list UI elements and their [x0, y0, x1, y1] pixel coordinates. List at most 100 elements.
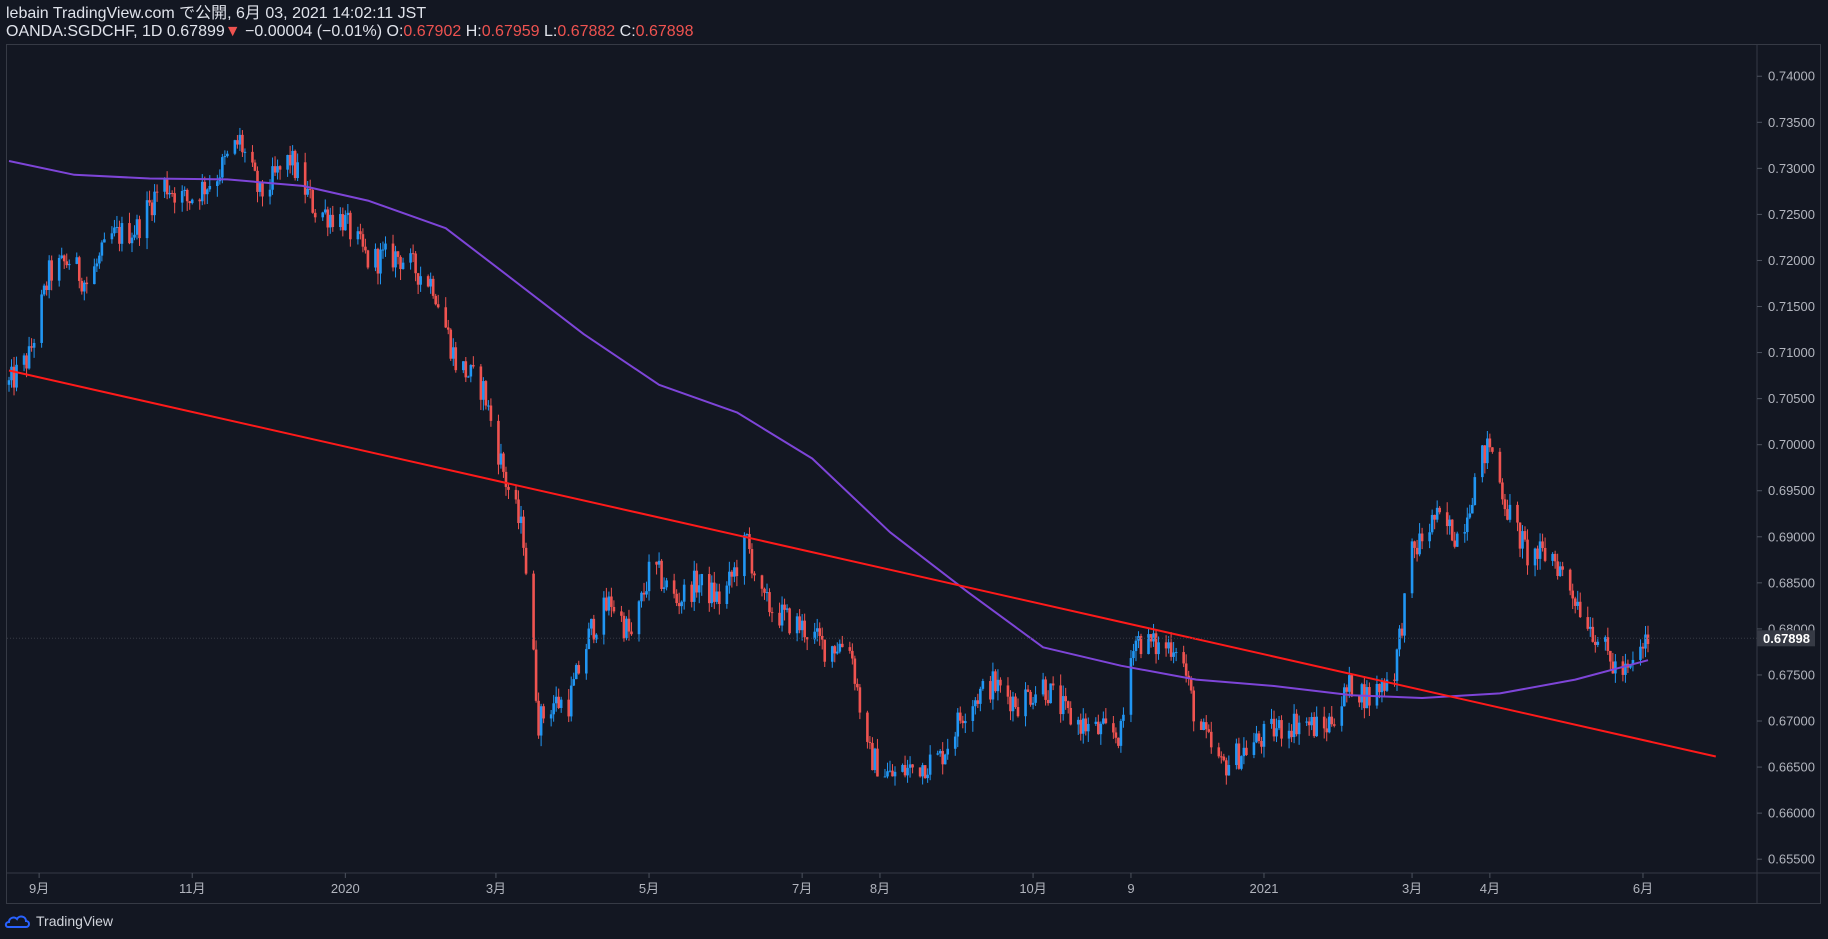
candle-body	[1164, 642, 1168, 649]
candle-body	[1430, 514, 1434, 533]
candle-body	[381, 249, 385, 251]
candle-body	[595, 634, 598, 640]
candle-body	[374, 248, 377, 268]
candle-body	[1009, 696, 1012, 712]
candle-body	[396, 251, 400, 257]
candle-body	[1348, 675, 1351, 692]
candle-body	[1086, 723, 1090, 732]
candle-body	[67, 263, 71, 266]
candle-body	[313, 212, 317, 218]
candle-body	[32, 342, 36, 348]
candle-body	[130, 237, 134, 244]
candle-body	[798, 616, 801, 631]
candle-body	[677, 603, 681, 607]
candle-body	[963, 720, 967, 724]
candle-body	[238, 134, 242, 145]
candle-body	[534, 649, 538, 701]
candle-body	[113, 227, 116, 234]
tradingview-footer[interactable]: TradingView	[4, 910, 113, 932]
candle-body	[323, 209, 327, 213]
candle-body	[748, 534, 751, 550]
candle-body	[946, 748, 950, 755]
candle-body	[1069, 707, 1073, 725]
candle-body	[823, 639, 827, 662]
candle-body	[1378, 683, 1381, 693]
candle-body	[138, 219, 141, 239]
candle-body	[1292, 713, 1296, 738]
candle-body	[261, 181, 264, 197]
candle-body	[695, 570, 699, 593]
candle-body	[1538, 541, 1542, 559]
candle-body	[384, 243, 387, 250]
candle-body	[251, 151, 254, 163]
candle-body	[278, 166, 282, 170]
candle-body	[1227, 765, 1231, 776]
candle-body	[12, 366, 16, 388]
high-value: 0.67959	[481, 23, 540, 40]
candle-body	[991, 671, 995, 700]
candle-body	[1199, 721, 1203, 730]
time-axis[interactable]: 9月 11月 2020 3月 5月 7月 8月 10月 9 2021 3月 4月 6月	[29, 873, 1653, 896]
candle-body	[637, 601, 641, 635]
candle-body	[1122, 714, 1125, 721]
candle-body	[1044, 679, 1047, 700]
candle-body	[502, 453, 505, 472]
candle-body	[715, 591, 719, 602]
candle-body	[394, 251, 397, 268]
price-axis[interactable]: 0.74000 0.73500 0.73000 0.72500 0.72000 0.715…	[1757, 69, 1815, 867]
candle-body	[1332, 724, 1336, 726]
candle-body	[173, 193, 176, 203]
candle-body	[1184, 663, 1188, 676]
candle-body	[1588, 626, 1592, 629]
candle-body	[1242, 747, 1246, 757]
candle-body	[1609, 650, 1612, 662]
candle-body	[100, 242, 104, 256]
candle-body	[1471, 504, 1474, 514]
candle-body	[765, 592, 769, 594]
candle-body	[1182, 652, 1185, 664]
candle-body	[10, 366, 13, 381]
candle-body	[707, 574, 711, 604]
symbol-label[interactable]: OANDA:SGDCHF, 1D	[6, 23, 163, 40]
candle-body	[1438, 507, 1441, 513]
time-tick-label: 3月	[486, 881, 506, 896]
candle-body	[25, 355, 28, 369]
candle-body	[208, 185, 212, 190]
candle-body	[268, 189, 272, 197]
candle-body	[524, 547, 528, 574]
candle-body	[1586, 617, 1590, 629]
candle-body	[1578, 601, 1582, 618]
candle-body	[98, 255, 101, 264]
candle-body	[918, 767, 922, 777]
candle-body	[976, 700, 980, 704]
candle-body	[401, 262, 405, 270]
candle-body	[958, 712, 962, 721]
price-tick-label: 0.68500	[1768, 575, 1815, 590]
last-price: 0.67899	[166, 23, 225, 40]
candle-body	[672, 580, 676, 594]
indicator-lines	[8, 160, 1717, 758]
price-tick-label: 0.71500	[1768, 299, 1815, 314]
candle-body	[1132, 651, 1135, 659]
candle-body	[1604, 637, 1607, 642]
candle-body	[103, 239, 106, 243]
candle-body	[115, 226, 119, 228]
last-price-box	[1757, 630, 1815, 647]
candle-body	[1119, 720, 1123, 746]
candle-body	[883, 776, 887, 778]
candle-body	[1084, 718, 1088, 732]
candle-body	[1006, 685, 1010, 697]
candle-body	[675, 593, 678, 604]
candle-body	[85, 282, 89, 285]
candle-body	[1503, 499, 1507, 510]
candle-body	[451, 347, 455, 359]
candle-body	[1275, 728, 1278, 737]
candle-body	[1448, 519, 1452, 527]
candle-body	[1435, 507, 1439, 520]
close-value: 0.67898	[635, 23, 694, 40]
candle-body	[1029, 691, 1032, 705]
candle-body	[1418, 533, 1421, 555]
candle-body	[567, 699, 571, 717]
candle-body	[1139, 636, 1143, 655]
